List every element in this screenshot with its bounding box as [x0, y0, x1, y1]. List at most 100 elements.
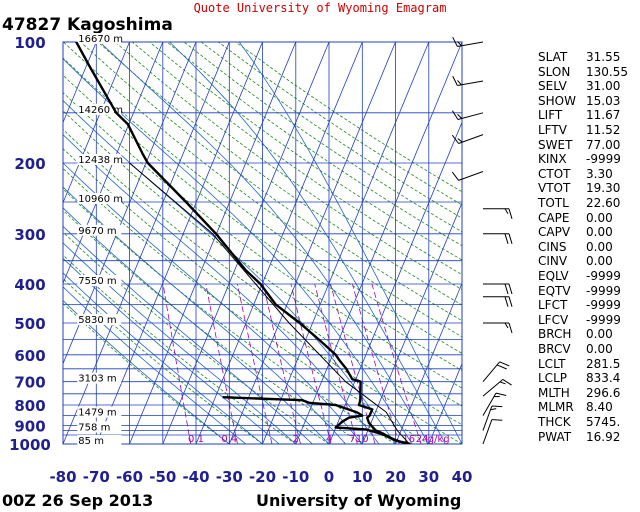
- index-key: LIFT: [538, 108, 563, 123]
- height-label-bg: [77, 314, 122, 325]
- index-row: SLON 130.55: [538, 65, 638, 79]
- index-key: TOTL: [538, 196, 569, 210]
- mixing-ratio-label: 24: [416, 434, 429, 445]
- index-row: LFTV 11.52: [538, 123, 638, 137]
- index-row: SHOW 15.03: [538, 94, 638, 108]
- index-key: CINV: [538, 254, 568, 269]
- y-tick-label: 1000: [9, 436, 51, 454]
- source-label: University of Wyoming: [256, 491, 461, 510]
- wind-barb: [482, 419, 503, 445]
- mixing-ratio-label: 7: [349, 434, 355, 445]
- isotherm: [361, 201, 462, 444]
- index-key: SLON: [538, 64, 571, 79]
- index-key: EQTV: [538, 283, 571, 298]
- height-label: 7550 m: [78, 276, 116, 287]
- index-key: PWAT: [538, 429, 572, 444]
- dry-adiabat: [63, 188, 396, 444]
- mixing-ratio-line: [290, 283, 332, 444]
- index-row: MLTH 296.6: [538, 386, 638, 400]
- index-key: SHOW: [538, 93, 576, 108]
- height-label-bg: [77, 33, 122, 44]
- mixing-ratio-label: 0.4: [221, 434, 237, 445]
- index-key: LCLT: [538, 356, 566, 371]
- height-label: 85 m: [78, 436, 104, 447]
- index-row: CINS 0.00: [538, 240, 638, 254]
- index-value: -9999: [586, 298, 621, 313]
- index-value: 0.00: [586, 210, 613, 225]
- wind-barb: [483, 233, 513, 244]
- sounding-line: [129, 162, 410, 444]
- index-key: LFTV: [538, 123, 567, 137]
- wind-barbs: [451, 36, 513, 445]
- wind-barb: [483, 208, 513, 219]
- height-label: 5830 m: [78, 315, 116, 326]
- wind-barb: [483, 296, 513, 307]
- index-value: 5745.: [586, 415, 621, 429]
- isotherm: [428, 362, 462, 444]
- index-row: CAPV 0.00: [538, 225, 638, 239]
- mixing-ratio-label: g/kg: [428, 434, 450, 445]
- index-key: SELV: [538, 79, 567, 94]
- mixing-ratio-label: 2: [293, 434, 299, 445]
- index-row: LFCV -9999: [538, 313, 638, 327]
- index-key: CINS: [538, 239, 567, 254]
- index-row: VTOT 19.30: [538, 181, 638, 195]
- index-value: 0.00: [586, 239, 613, 254]
- isotherm: [63, 42, 197, 365]
- isotherm: [295, 42, 462, 444]
- height-label: 3103 m: [78, 374, 116, 385]
- wind-barb: [452, 36, 484, 47]
- index-value: 31.55: [586, 50, 621, 64]
- index-row: LFCT -9999: [538, 298, 638, 312]
- index-value: 0.00: [586, 327, 613, 342]
- index-key: THCK: [538, 415, 571, 429]
- index-key: SWET: [538, 137, 573, 152]
- index-row: PWAT 16.92: [538, 430, 638, 444]
- index-value: 3.30: [586, 166, 613, 181]
- x-tick-label: -20: [249, 468, 276, 486]
- mixing-ratio-line: [162, 283, 192, 444]
- index-row: MLMR 8.40: [538, 400, 638, 414]
- index-key: CTOT: [538, 166, 571, 181]
- index-row: SLAT 31.55: [538, 50, 638, 64]
- index-key: MLMR: [538, 400, 574, 415]
- index-row: LCLT 281.5: [538, 357, 638, 371]
- y-tick-label: 700: [14, 374, 45, 392]
- index-value: 8.40: [586, 400, 613, 415]
- index-row: TOTL 22.60: [538, 196, 638, 210]
- index-row: LIFT 11.67: [538, 108, 638, 122]
- index-key: CAPE: [538, 210, 570, 225]
- index-value: -9999: [586, 283, 621, 298]
- x-tick-label: -10: [282, 468, 309, 486]
- wind-barb: [483, 283, 513, 295]
- y-tick-label: 100: [14, 34, 45, 52]
- index-key: EQLV: [538, 269, 569, 283]
- wind-barb: [451, 171, 484, 181]
- wind-barb: [482, 405, 503, 431]
- index-row: EQTV -9999: [538, 284, 638, 298]
- isotherm: [262, 42, 430, 444]
- x-tick-label: -70: [83, 468, 110, 486]
- sounding-line: [222, 396, 411, 444]
- x-tick-label: -30: [216, 468, 243, 486]
- index-value: 22.60: [586, 196, 621, 210]
- index-key: LCLP: [538, 371, 567, 386]
- index-key: MLTH: [538, 385, 570, 400]
- y-tick-label: 500: [14, 315, 45, 333]
- height-label: 14260 m: [78, 105, 123, 116]
- height-label-bg: [77, 406, 122, 418]
- index-value: 19.30: [586, 181, 621, 196]
- axes-layer: -80 -70 -60 -50 -40 -30 -20 -10 0 10 20 30 40 100 200 3…: [9, 33, 472, 486]
- y-tick-label: 600: [14, 347, 45, 365]
- height-label-bg: [77, 275, 122, 286]
- index-value: 281.5: [586, 356, 621, 371]
- mixing-ratio-label: 10: [356, 434, 369, 445]
- isotherm: [95, 42, 263, 444]
- index-row: BRCH 0.00: [538, 327, 638, 341]
- wind-barb: [451, 110, 484, 120]
- index-value: 130.55: [586, 64, 628, 79]
- height-label-bg: [77, 224, 122, 236]
- y-tick-label: 400: [14, 276, 45, 294]
- wind-barb: [482, 392, 507, 416]
- x-tick-label: -80: [49, 468, 76, 486]
